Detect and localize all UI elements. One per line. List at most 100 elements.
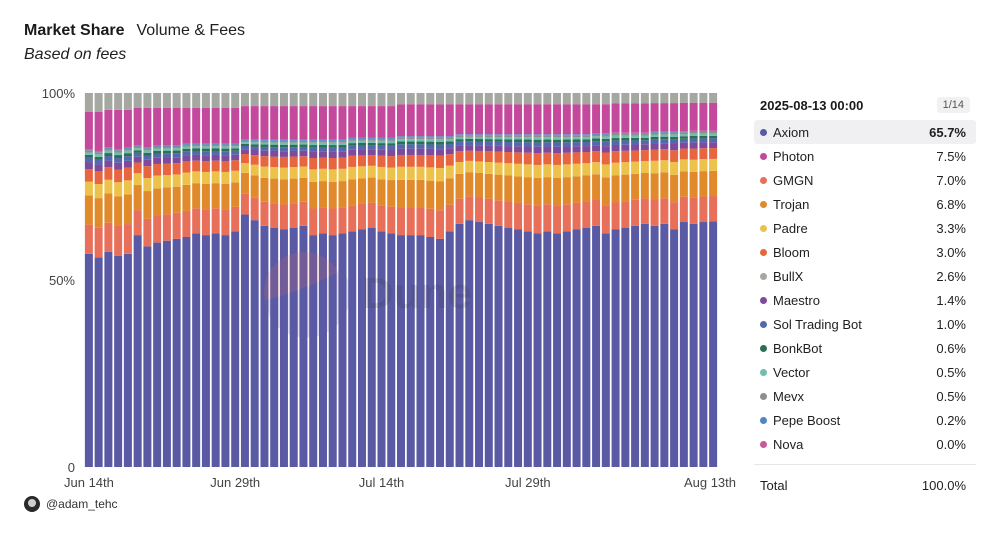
bar-stack[interactable] xyxy=(465,93,474,467)
bar-segment[interactable] xyxy=(328,157,337,170)
bar-segment[interactable] xyxy=(445,154,454,166)
bar-segment[interactable] xyxy=(387,145,396,151)
bar-segment[interactable] xyxy=(192,171,201,184)
bar-segment[interactable] xyxy=(397,166,405,180)
legend-item[interactable]: Trojan 6.8% xyxy=(754,192,976,216)
bar-segment[interactable] xyxy=(348,143,357,146)
bar-segment[interactable] xyxy=(143,155,152,160)
bar-segment[interactable] xyxy=(572,229,581,467)
bar-segment[interactable] xyxy=(562,164,571,178)
bar-segment[interactable] xyxy=(309,181,318,209)
bar-segment[interactable] xyxy=(670,93,679,104)
bar-segment[interactable] xyxy=(201,155,210,162)
bar-segment[interactable] xyxy=(689,197,698,224)
bar-segment[interactable] xyxy=(601,104,610,134)
bar-segment[interactable] xyxy=(514,142,523,147)
bar-segment[interactable] xyxy=(397,144,405,149)
bar-segment[interactable] xyxy=(650,143,659,150)
bar-segment[interactable] xyxy=(611,103,620,133)
bar-segment[interactable] xyxy=(94,171,103,185)
bar-segment[interactable] xyxy=(660,172,669,199)
bar-segment[interactable] xyxy=(250,106,259,140)
bar-segment[interactable] xyxy=(679,132,688,135)
bar-stack[interactable] xyxy=(436,93,445,467)
bar-segment[interactable] xyxy=(133,145,142,147)
bar-segment[interactable] xyxy=(504,134,513,136)
bar-segment[interactable] xyxy=(426,93,435,105)
bar-segment[interactable] xyxy=(406,179,415,208)
bar-segment[interactable] xyxy=(504,137,513,140)
bar-stack[interactable] xyxy=(348,93,357,467)
bar-segment[interactable] xyxy=(270,150,279,157)
bar-segment[interactable] xyxy=(465,136,474,139)
bar-segment[interactable] xyxy=(592,141,601,146)
bar-segment[interactable] xyxy=(357,203,366,230)
bar-stack[interactable] xyxy=(621,93,630,467)
bar-segment[interactable] xyxy=(367,177,376,203)
bar-stack[interactable] xyxy=(611,93,620,467)
bar-segment[interactable] xyxy=(601,152,610,165)
bar-segment[interactable] xyxy=(484,93,493,105)
bar-segment[interactable] xyxy=(348,106,357,138)
bar-segment[interactable] xyxy=(679,171,688,197)
bar-segment[interactable] xyxy=(84,93,93,112)
bar-segment[interactable] xyxy=(231,206,240,232)
bar-segment[interactable] xyxy=(436,155,445,168)
bar-segment[interactable] xyxy=(328,151,337,158)
bar-stack[interactable] xyxy=(367,93,376,467)
bar-segment[interactable] xyxy=(348,145,357,150)
bar-segment[interactable] xyxy=(133,150,142,153)
bar-segment[interactable] xyxy=(533,137,542,140)
bar-stack[interactable] xyxy=(660,93,669,467)
bar-segment[interactable] xyxy=(611,138,620,141)
bar-segment[interactable] xyxy=(153,215,162,243)
bar-segment[interactable] xyxy=(328,145,337,148)
bar-segment[interactable] xyxy=(279,147,288,152)
bar-segment[interactable] xyxy=(279,140,288,143)
bar-stack[interactable] xyxy=(582,93,591,467)
bar-segment[interactable] xyxy=(679,134,688,137)
bar-segment[interactable] xyxy=(689,142,698,149)
bar-segment[interactable] xyxy=(192,144,201,147)
bar-segment[interactable] xyxy=(250,220,259,467)
bar-segment[interactable] xyxy=(309,169,318,182)
bar-segment[interactable] xyxy=(114,162,123,170)
bar-segment[interactable] xyxy=(104,222,113,252)
bar-segment[interactable] xyxy=(631,144,640,151)
bar-segment[interactable] xyxy=(357,149,366,156)
bar-segment[interactable] xyxy=(553,139,562,143)
bar-segment[interactable] xyxy=(670,174,679,203)
bar-segment[interactable] xyxy=(328,140,337,143)
bar-segment[interactable] xyxy=(406,139,415,142)
bar-segment[interactable] xyxy=(660,136,669,140)
bar-segment[interactable] xyxy=(631,132,640,134)
bar-segment[interactable] xyxy=(397,139,405,142)
bar-segment[interactable] xyxy=(387,156,396,168)
bar-segment[interactable] xyxy=(406,136,415,138)
bar-segment[interactable] xyxy=(377,139,386,141)
legend-item[interactable]: Axiom 65.7% xyxy=(754,120,976,144)
bar-segment[interactable] xyxy=(84,162,93,170)
bar-stack[interactable] xyxy=(221,93,230,467)
bar-segment[interactable] xyxy=(289,142,298,145)
bar-segment[interactable] xyxy=(504,163,513,176)
bar-segment[interactable] xyxy=(562,139,571,143)
bar-segment[interactable] xyxy=(299,166,308,178)
bar-segment[interactable] xyxy=(416,141,425,145)
bar-segment[interactable] xyxy=(455,151,464,163)
bar-segment[interactable] xyxy=(387,150,396,157)
bar-segment[interactable] xyxy=(201,235,210,467)
bar-segment[interactable] xyxy=(543,164,552,178)
bar-segment[interactable] xyxy=(445,148,454,155)
bar-segment[interactable] xyxy=(533,153,542,165)
bar-segment[interactable] xyxy=(279,93,288,107)
bar-segment[interactable] xyxy=(279,179,288,205)
bar-segment[interactable] xyxy=(172,157,181,164)
bar-segment[interactable] xyxy=(601,93,610,105)
bar-segment[interactable] xyxy=(309,106,318,140)
bar-segment[interactable] xyxy=(377,155,386,167)
bar-segment[interactable] xyxy=(494,93,503,105)
bar-segment[interactable] xyxy=(328,181,337,209)
bar-segment[interactable] xyxy=(436,93,445,105)
bar-segment[interactable] xyxy=(455,139,464,142)
